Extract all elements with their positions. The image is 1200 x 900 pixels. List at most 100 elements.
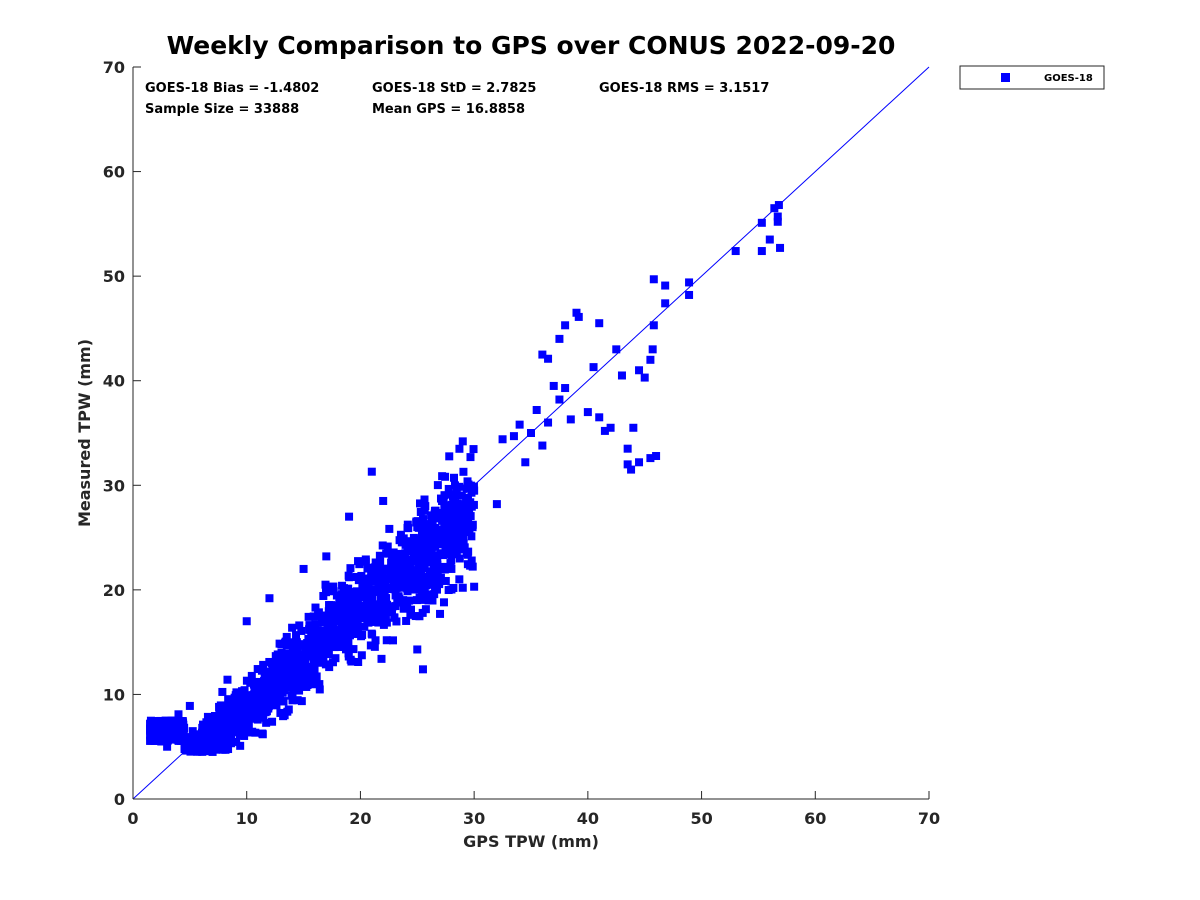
data-point (329, 587, 338, 596)
data-point (151, 730, 160, 739)
data-point (367, 467, 376, 476)
data-point (262, 718, 271, 727)
data-point (452, 486, 461, 495)
data-point (210, 731, 219, 740)
data-point (460, 543, 469, 552)
data-point (445, 526, 454, 535)
data-point (422, 581, 431, 590)
data-point (394, 563, 403, 572)
data-point (415, 517, 424, 526)
data-point (415, 612, 424, 621)
data-point (436, 549, 445, 558)
data-point (325, 628, 334, 637)
data-point (415, 580, 424, 589)
data-point (561, 321, 570, 330)
data-point (259, 660, 268, 669)
y-tick-label: 50 (103, 267, 125, 286)
data-point (394, 592, 403, 601)
data-point (396, 583, 405, 592)
data-point (236, 700, 245, 709)
data-point (440, 491, 449, 500)
data-point (389, 636, 398, 645)
data-point (381, 584, 390, 593)
data-point (422, 521, 431, 530)
data-point (371, 636, 380, 645)
data-point (244, 722, 253, 731)
data-point (343, 605, 352, 614)
data-point (231, 691, 240, 700)
data-point (244, 727, 253, 736)
data-point (389, 548, 398, 557)
data-point (470, 582, 479, 591)
data-point (250, 685, 259, 694)
legend: GOES-18 (959, 65, 1105, 90)
data-point (251, 696, 260, 705)
data-point (417, 557, 426, 566)
data-point (311, 603, 320, 612)
data-point (458, 583, 467, 592)
data-point (367, 617, 376, 626)
data-point (260, 707, 269, 716)
data-point (194, 744, 203, 753)
data-point (387, 575, 396, 584)
data-point (268, 717, 277, 726)
data-point (219, 742, 228, 751)
data-point (353, 622, 362, 631)
data-point (411, 568, 420, 577)
data-point (431, 556, 440, 565)
data-point (427, 551, 436, 560)
data-point (544, 354, 553, 363)
data-point (293, 696, 302, 705)
data-point (167, 729, 176, 738)
data-point (185, 701, 194, 710)
data-point (441, 529, 450, 538)
data-point (765, 235, 774, 244)
data-point (239, 716, 248, 725)
data-point (439, 598, 448, 607)
y-tick-label: 30 (103, 476, 125, 495)
data-point (360, 601, 369, 610)
data-point (146, 729, 155, 738)
data-point (649, 275, 658, 284)
data-point (330, 635, 339, 644)
data-point (224, 695, 233, 704)
data-point (640, 373, 649, 382)
data-point (399, 604, 408, 613)
data-point (377, 589, 386, 598)
data-point (376, 557, 385, 566)
data-point (415, 535, 424, 544)
data-point (402, 616, 411, 625)
data-point (319, 618, 328, 627)
data-point (422, 558, 431, 567)
data-point (277, 666, 286, 675)
data-point (366, 641, 375, 650)
data-point (433, 481, 442, 490)
data-point (335, 626, 344, 635)
data-point (685, 278, 694, 287)
data-point (376, 595, 385, 604)
data-point (404, 555, 413, 564)
data-point (267, 676, 276, 685)
data-point (309, 645, 318, 654)
data-points-layer (146, 201, 785, 756)
data-point (344, 584, 353, 593)
data-point (652, 452, 661, 461)
data-point (201, 744, 210, 753)
data-point (455, 575, 464, 584)
data-point (281, 656, 290, 665)
data-point (435, 525, 444, 534)
data-point (731, 247, 740, 256)
y-tick-label: 70 (103, 58, 125, 77)
data-point (409, 543, 418, 552)
data-point (234, 705, 243, 714)
data-point (447, 510, 456, 519)
data-point (258, 678, 267, 687)
data-point (261, 698, 270, 707)
data-point (424, 539, 433, 548)
data-point (318, 655, 327, 664)
data-point (297, 677, 306, 686)
data-point (295, 658, 304, 667)
data-point (305, 637, 314, 646)
legend-entry-goes-18: GOES-18 (1044, 73, 1093, 84)
data-point (328, 613, 337, 622)
